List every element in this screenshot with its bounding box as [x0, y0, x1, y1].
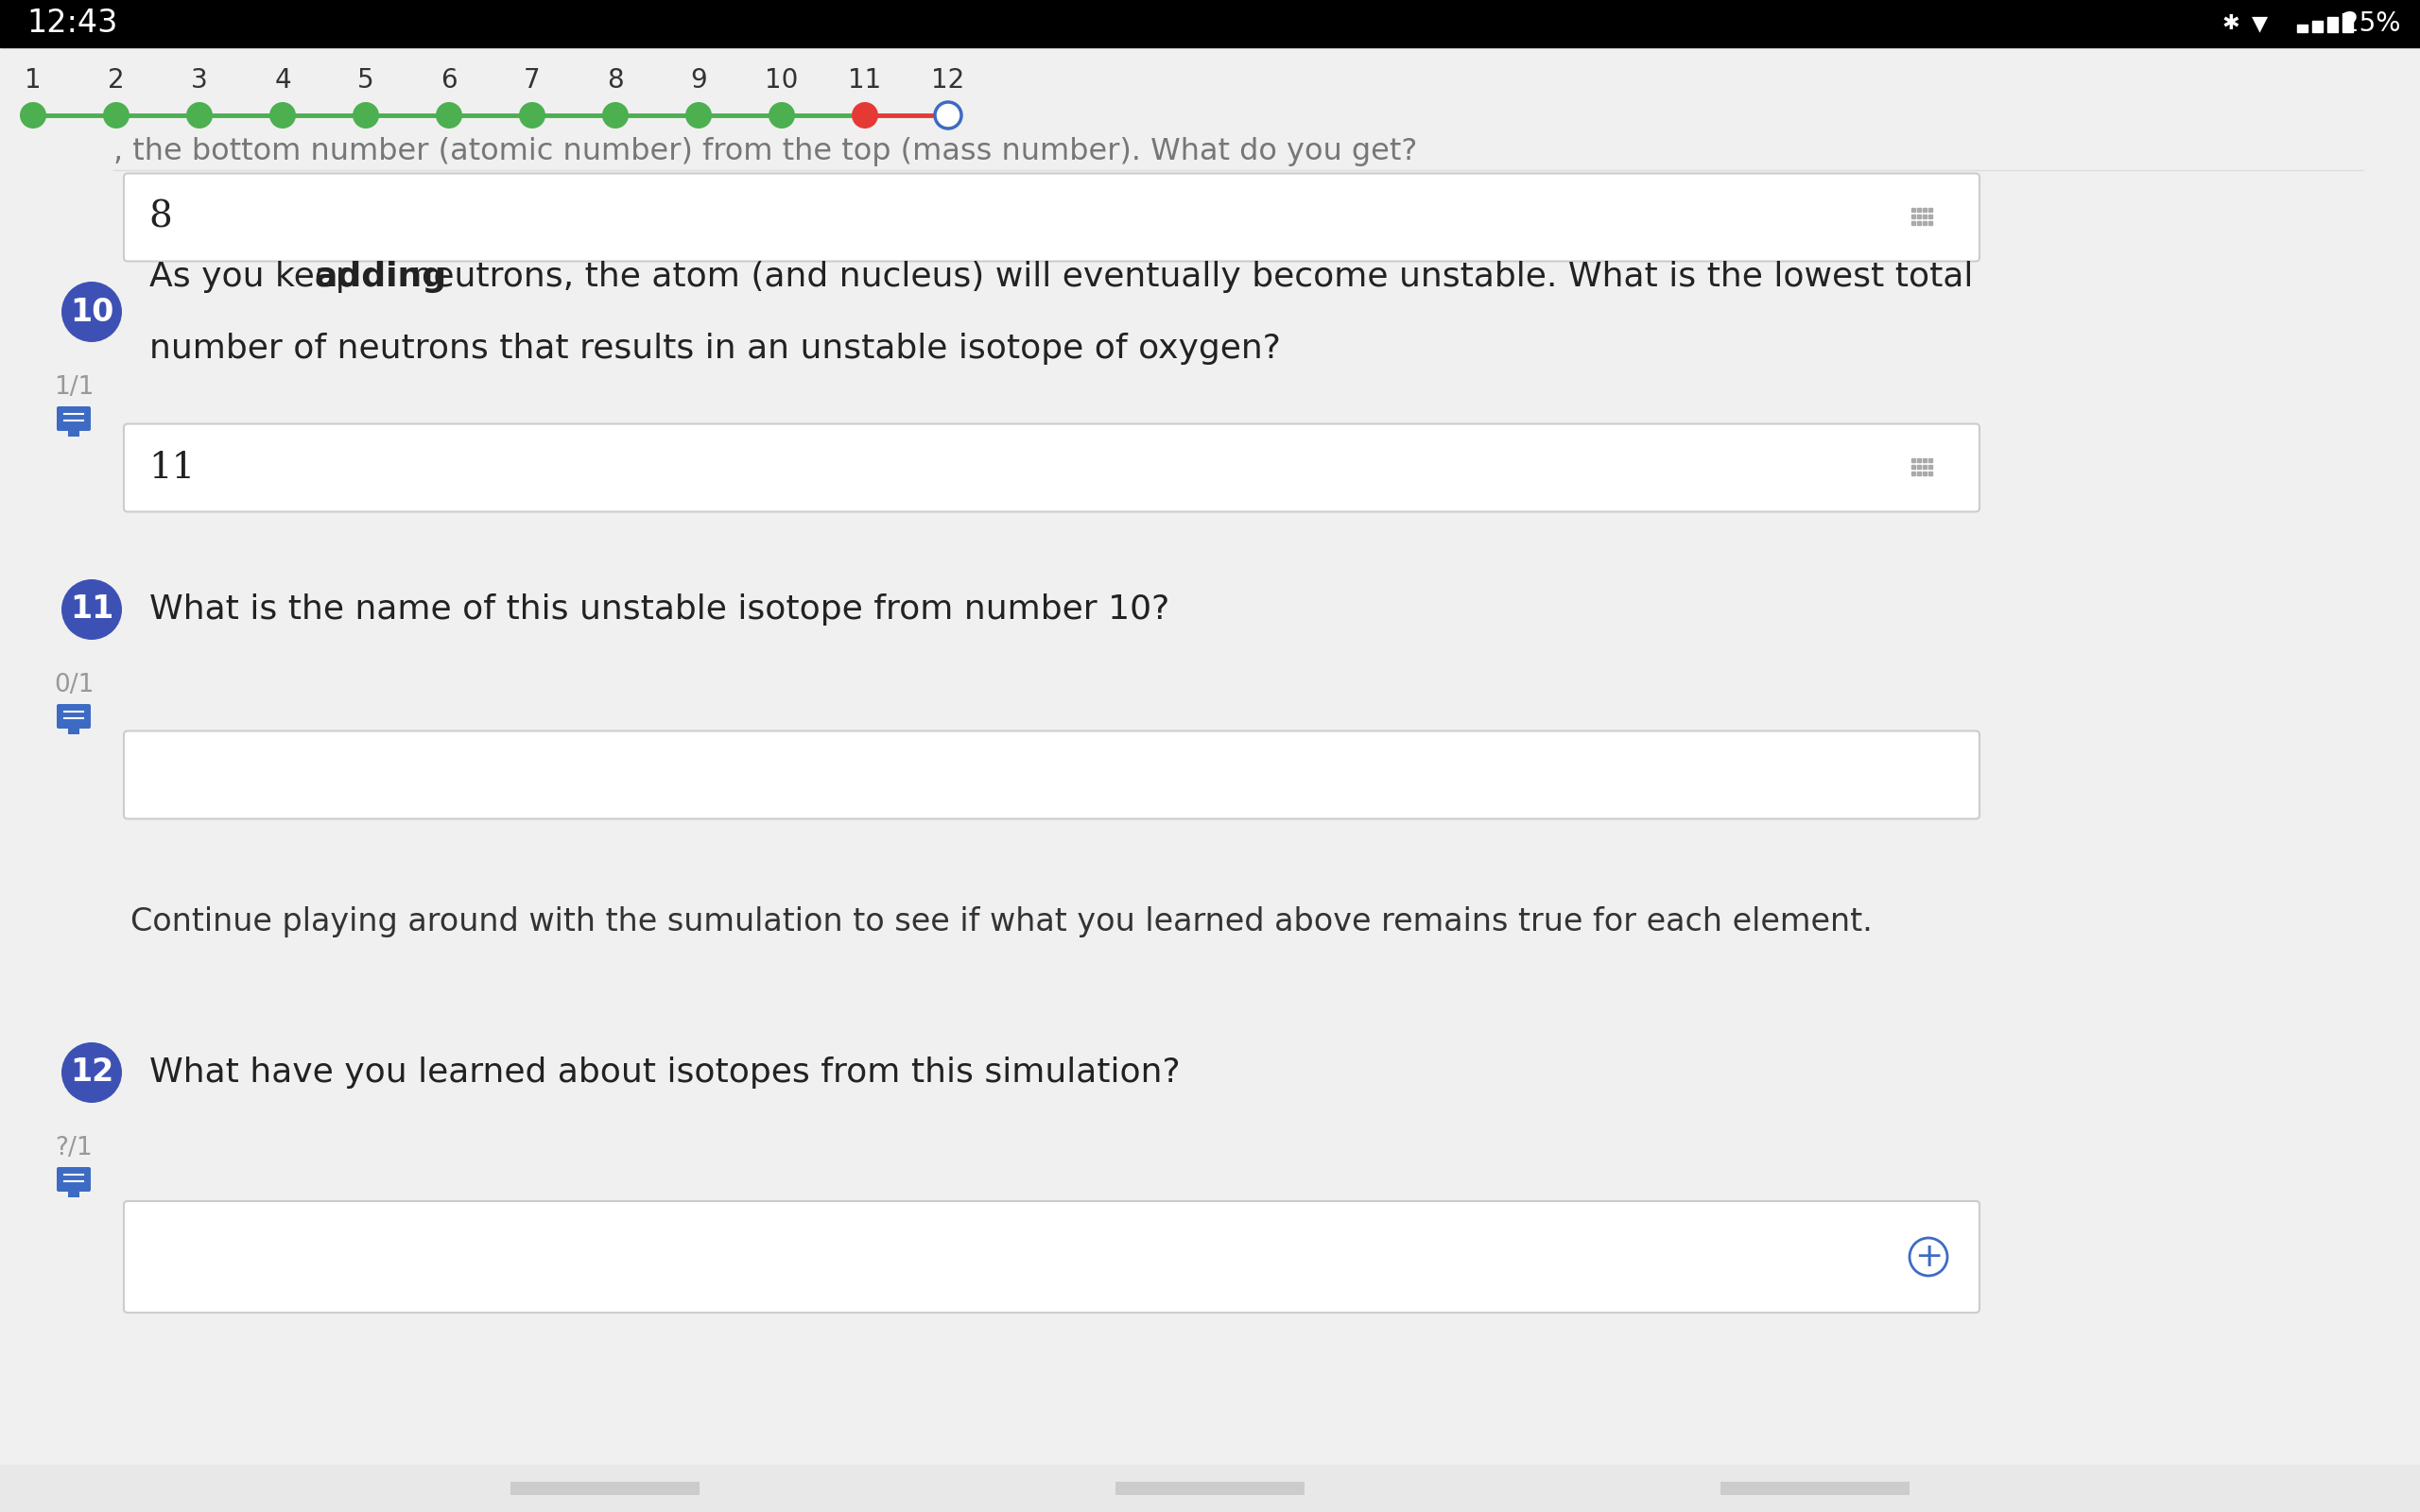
- Bar: [68, 727, 80, 735]
- Bar: [1912, 466, 1914, 469]
- Bar: [2311, 21, 2323, 32]
- FancyBboxPatch shape: [123, 423, 1980, 511]
- Text: 8: 8: [607, 67, 624, 94]
- Circle shape: [1909, 1238, 1948, 1276]
- FancyBboxPatch shape: [56, 407, 92, 431]
- Bar: [1929, 215, 1931, 218]
- Bar: [1912, 458, 1914, 463]
- Bar: [1917, 215, 1921, 218]
- Bar: [1924, 207, 1926, 212]
- Circle shape: [60, 281, 121, 342]
- Text: 12: 12: [70, 1057, 114, 1089]
- Circle shape: [269, 103, 295, 129]
- Text: neutrons, the atom (and nucleus) will eventually become unstable. What is the lo: neutrons, the atom (and nucleus) will ev…: [402, 260, 1975, 293]
- Circle shape: [60, 579, 121, 640]
- Circle shape: [186, 103, 213, 129]
- Text: 9: 9: [690, 67, 707, 94]
- Bar: [1917, 472, 1921, 475]
- Text: 10: 10: [765, 67, 799, 94]
- Text: 1/1: 1/1: [53, 375, 94, 399]
- FancyBboxPatch shape: [123, 730, 1980, 820]
- Text: 4: 4: [273, 67, 290, 94]
- Text: 25%: 25%: [2343, 11, 2401, 36]
- Text: 6: 6: [440, 67, 457, 94]
- Circle shape: [770, 103, 796, 129]
- Text: 7: 7: [523, 67, 540, 94]
- Text: What have you learned about isotopes from this simulation?: What have you learned about isotopes fro…: [150, 1057, 1181, 1089]
- Text: adding: adding: [315, 260, 448, 293]
- Bar: [1917, 221, 1921, 225]
- Bar: [1929, 221, 1931, 225]
- FancyBboxPatch shape: [123, 1201, 1980, 1312]
- Text: 12: 12: [932, 67, 966, 94]
- Circle shape: [60, 1042, 121, 1102]
- Text: 3: 3: [191, 67, 208, 94]
- Bar: [1924, 458, 1926, 463]
- Text: 8: 8: [148, 200, 172, 234]
- Text: 11: 11: [849, 67, 881, 94]
- Text: 11: 11: [70, 594, 114, 624]
- Text: 1: 1: [24, 67, 41, 94]
- Bar: [1924, 466, 1926, 469]
- Bar: [1929, 458, 1931, 463]
- Text: As you keep: As you keep: [150, 260, 368, 293]
- Bar: [1917, 466, 1921, 469]
- Bar: [2328, 17, 2338, 32]
- Text: ▼: ▼: [2251, 14, 2268, 33]
- Text: What is the name of this unstable isotope from number 10?: What is the name of this unstable isotop…: [150, 593, 1169, 626]
- Bar: [1929, 472, 1931, 475]
- FancyBboxPatch shape: [123, 174, 1980, 262]
- Bar: [1116, 1482, 1304, 1495]
- Bar: [1721, 1482, 1909, 1495]
- Text: Continue playing around with the sumulation to see if what you learned above rem: Continue playing around with the sumulat…: [131, 906, 1873, 937]
- Circle shape: [104, 103, 131, 129]
- Circle shape: [934, 103, 961, 129]
- Text: 0/1: 0/1: [53, 673, 94, 697]
- Bar: [1924, 221, 1926, 225]
- Circle shape: [603, 103, 629, 129]
- Bar: [1929, 466, 1931, 469]
- Text: 2: 2: [109, 67, 123, 94]
- Text: +: +: [1914, 1241, 1943, 1273]
- Text: 10: 10: [70, 296, 114, 328]
- Text: number of neutrons that results in an unstable isotope of oxygen?: number of neutrons that results in an un…: [150, 333, 1280, 364]
- Text: 5: 5: [358, 67, 375, 94]
- Circle shape: [353, 103, 380, 129]
- FancyBboxPatch shape: [56, 1167, 92, 1191]
- Bar: [68, 1190, 80, 1198]
- Bar: [1912, 207, 1914, 212]
- Circle shape: [436, 103, 462, 129]
- Bar: [1912, 215, 1914, 218]
- Text: , the bottom number (atomic number) from the top (mass number). What do you get?: , the bottom number (atomic number) from…: [114, 136, 1418, 166]
- Bar: [0, 1465, 2420, 1512]
- Bar: [1917, 207, 1921, 212]
- Bar: [1917, 458, 1921, 463]
- Bar: [1924, 472, 1926, 475]
- Text: ✱: ✱: [2222, 14, 2241, 33]
- Bar: [2343, 14, 2352, 32]
- Bar: [1924, 215, 1926, 218]
- Circle shape: [852, 103, 878, 129]
- Text: 12:43: 12:43: [27, 8, 119, 39]
- Circle shape: [518, 103, 544, 129]
- Bar: [1929, 207, 1931, 212]
- Circle shape: [19, 103, 46, 129]
- Text: 11: 11: [148, 451, 196, 485]
- Circle shape: [685, 103, 711, 129]
- FancyBboxPatch shape: [56, 705, 92, 729]
- Bar: [1912, 472, 1914, 475]
- Text: ?/1: ?/1: [56, 1136, 92, 1161]
- Bar: [68, 429, 80, 437]
- Bar: [0, 0, 2420, 47]
- Bar: [511, 1482, 699, 1495]
- Bar: [2297, 24, 2309, 32]
- Bar: [1912, 221, 1914, 225]
